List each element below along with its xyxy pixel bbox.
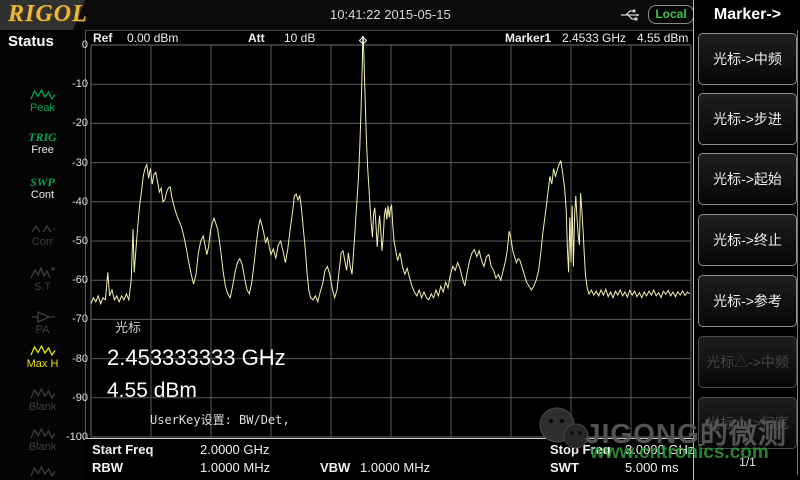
- marker-overlay-amp: 4.55 dBm: [107, 379, 197, 402]
- spectrum-plot: [90, 36, 692, 438]
- marker1-amp: 4.55 dBm: [637, 31, 689, 45]
- status-item-corr: Corr: [0, 222, 85, 249]
- status-item-peak: Peak: [0, 88, 85, 115]
- softkey-menu-title: Marker->: [713, 6, 782, 23]
- marker1-symbol: [358, 36, 368, 45]
- swt-value: 5.000 ms: [625, 460, 679, 475]
- status-item-maxh: Max H: [0, 344, 85, 371]
- marker-overlay-title: 光标: [115, 320, 142, 335]
- status-item-st: S.T: [0, 267, 85, 294]
- start-freq-label: Start Freq: [92, 442, 154, 457]
- softkey-mkr-to-cf[interactable]: 光标->中频: [698, 33, 797, 85]
- sweep-waveform-icon: [29, 267, 55, 279]
- softkey-mkr-to-stop[interactable]: 光标->终止: [698, 214, 797, 266]
- status-label-pa: PA: [35, 324, 50, 336]
- local-badge[interactable]: Local: [648, 5, 694, 24]
- status-label-blank2: Blank: [28, 441, 57, 453]
- datetime-display: 10:41:22 2015-05-15: [330, 7, 451, 22]
- y-tick-0: 0: [81, 39, 88, 51]
- trace-waveform-icon: [29, 427, 56, 440]
- status-label-peak: Peak: [29, 102, 56, 114]
- usb-icon: [621, 9, 639, 21]
- status-tag-trig: TRIG: [28, 130, 57, 144]
- corr-waveform-icon: [30, 224, 55, 233]
- att-label: Att: [248, 31, 265, 45]
- userkey-hint: UserKey设置: BW/Det,: [150, 413, 290, 427]
- vbw-label: VBW: [320, 460, 351, 475]
- status-item-swp: SWP Cont: [0, 176, 85, 202]
- preamp-icon: [31, 310, 55, 324]
- status-label-trig: Free: [31, 144, 54, 156]
- softkey-mkrdelta-to-cf[interactable]: 光标△->中频: [698, 336, 797, 388]
- status-item-math: Math: [0, 465, 85, 480]
- stop-freq-value: 3.0000 GHz: [625, 442, 695, 457]
- softkey-mkr-to-start[interactable]: 光标->起始: [698, 153, 797, 205]
- y-tick--30: -30: [72, 156, 88, 169]
- top-bar: RIGOL 10:41:22 2015-05-15 Local: [0, 0, 800, 31]
- y-tick--10: -10: [72, 78, 88, 91]
- rbw-label: RBW: [92, 460, 124, 475]
- y-tick--100: -100: [65, 431, 88, 443]
- softkey-mkr-to-ref[interactable]: 光标->参考: [698, 275, 797, 327]
- stop-freq-label: Stop Freq: [550, 442, 611, 457]
- y-tick--50: -50: [72, 235, 88, 247]
- trace-waveform-icon: [29, 465, 56, 478]
- softkey-mkr-to-cfstep[interactable]: 光标->步进: [698, 93, 797, 145]
- softkey-mkrdelta-to-span[interactable]: 光标△->扫宽: [698, 397, 797, 449]
- status-label-corr: Corr: [31, 236, 54, 248]
- y-tick--90: -90: [72, 391, 88, 404]
- y-tick--60: -60: [72, 274, 88, 287]
- vbw-value: 1.0000 MHz: [360, 460, 431, 475]
- status-label-maxh: Max H: [26, 358, 59, 370]
- status-item-blank2: Blank: [0, 427, 85, 454]
- softkey-menu: Marker-> 光标->中频 光标->步进 光标->起始 光标->终止 光标->参考光…: [693, 0, 800, 480]
- rigol-logo: RIGOL: [8, 1, 88, 27]
- status-item-blank1: Blank: [0, 387, 85, 414]
- trace-waveform-icon: [29, 387, 56, 400]
- spectrum-trace: [90, 36, 691, 306]
- ref-label: Ref: [93, 31, 113, 45]
- bottom-bar: Start Freq 2.0000 GHz RBW 1.0000 MHz VBW…: [85, 438, 695, 480]
- status-tag-swp: SWP: [30, 175, 55, 189]
- rbw-value: 1.0000 MHz: [200, 460, 271, 475]
- ref-value: 0.00 dBm: [127, 31, 179, 45]
- panel-edge-line: [797, 30, 798, 475]
- trace-waveform-icon: [29, 344, 56, 357]
- att-value: 10 dB: [284, 31, 316, 45]
- logo-swoosh: [0, 0, 150, 30]
- swt-label: SWT: [550, 460, 579, 475]
- marker-overlay-freq: 2.453333333 GHz: [107, 345, 286, 370]
- y-tick--70: -70: [72, 313, 88, 326]
- peak-waveform-icon: [29, 88, 56, 101]
- status-item-pa: PA: [0, 310, 85, 337]
- status-item-trig: TRIG Free: [0, 131, 85, 157]
- status-panel: Status Peak TRIG Free SWP Cont Corr S.T PA Max H…: [0, 30, 86, 480]
- marker1-freq: 2.4533 GHz: [562, 31, 627, 45]
- status-label-st: S.T: [33, 281, 52, 293]
- status-label-swp: Cont: [30, 189, 55, 201]
- marker1-label: Marker1: [505, 31, 552, 45]
- status-panel-title: Status: [8, 33, 54, 50]
- status-label-blank1: Blank: [28, 401, 57, 413]
- y-tick--40: -40: [72, 195, 88, 208]
- y-tick--20: -20: [72, 117, 88, 130]
- start-freq-value: 2.0000 GHz: [200, 442, 270, 457]
- y-tick--80: -80: [72, 352, 88, 365]
- menu-page-indicator: 1/1: [739, 455, 756, 469]
